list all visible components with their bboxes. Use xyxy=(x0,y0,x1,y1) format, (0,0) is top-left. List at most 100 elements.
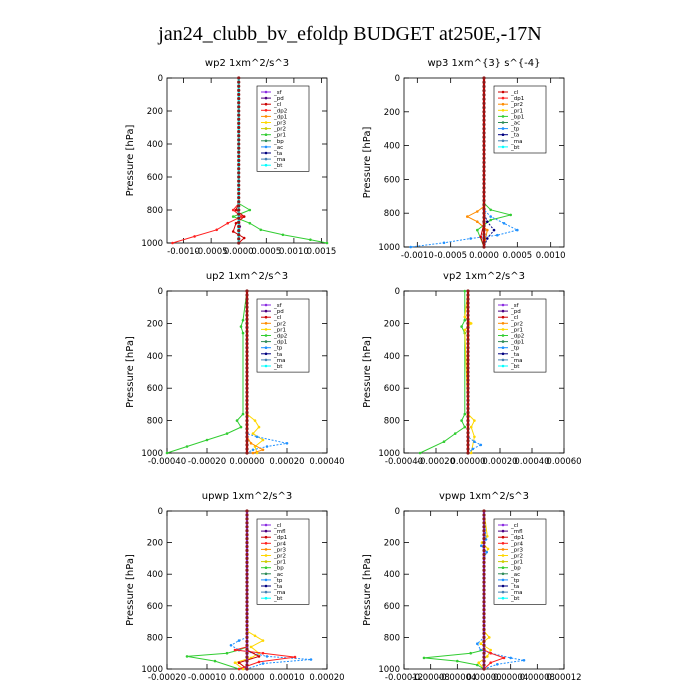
series-point xyxy=(261,651,265,655)
zero-profile-point xyxy=(237,171,241,175)
zero-profile-point xyxy=(245,568,249,572)
legend-label: _ma xyxy=(510,358,522,364)
legend-marker xyxy=(501,346,505,350)
zero-profile-point xyxy=(245,333,249,338)
y-tick-label: 600 xyxy=(147,602,163,612)
zero-profile-point xyxy=(482,651,486,655)
series-point xyxy=(476,663,479,667)
series-point xyxy=(522,659,526,662)
zero-profile-point xyxy=(482,76,486,80)
zero-profile-point xyxy=(237,121,241,125)
zero-profile-point xyxy=(482,509,486,513)
zero-profile-point xyxy=(482,139,486,143)
legend-label: _pr2 xyxy=(273,127,286,133)
legend-label: _ac xyxy=(510,121,520,127)
legend-marker xyxy=(501,309,505,313)
series-point xyxy=(257,660,261,664)
legend-label: _pd xyxy=(510,309,521,315)
legend-marker xyxy=(501,364,505,368)
series-line xyxy=(423,511,485,670)
zero-profile-point xyxy=(482,203,486,207)
zero-profile-point xyxy=(245,663,249,667)
x-tick-label: -0.00020 xyxy=(417,457,455,467)
zero-profile-point xyxy=(245,378,249,382)
legend-marker xyxy=(264,139,268,143)
legend-marker xyxy=(501,596,505,600)
y-tick-label: 800 xyxy=(147,417,163,427)
series-point xyxy=(477,661,481,664)
x-tick-label: -0.0005 xyxy=(434,251,467,261)
x-tick-label: -0.00010 xyxy=(188,673,226,683)
zero-profile-point xyxy=(237,191,241,196)
series-point xyxy=(476,642,479,645)
zero-profile-point xyxy=(245,655,249,659)
zero-profile-point xyxy=(482,521,486,525)
zero-profile-point xyxy=(237,196,241,200)
zero-profile-point xyxy=(482,105,486,110)
legend-marker xyxy=(501,303,505,307)
legend-marker xyxy=(264,157,268,161)
legend-marker xyxy=(501,352,505,356)
zero-profile-point xyxy=(245,564,249,568)
x-tick-label: -0.0010 xyxy=(167,247,200,257)
y-tick-label: 600 xyxy=(384,175,400,185)
legend-marker xyxy=(264,315,268,319)
series-point xyxy=(476,220,479,223)
legend-marker xyxy=(264,572,268,576)
zero-profile-point xyxy=(482,552,486,557)
zero-profile-point xyxy=(245,313,249,317)
legend-marker xyxy=(264,328,268,331)
legend-marker xyxy=(501,322,505,325)
legend-label: _ta xyxy=(510,133,519,139)
legend-label: _ac xyxy=(510,572,520,578)
zero-profile-point xyxy=(482,639,486,643)
series-point xyxy=(234,221,238,225)
x-tick-label: 0.00000 xyxy=(229,673,264,683)
x-tick-label: -0.00020 xyxy=(188,457,226,467)
legend-label: _cl xyxy=(510,315,519,321)
zero-profile-point xyxy=(482,84,486,89)
zero-profile-point xyxy=(237,158,241,163)
panel-3: vp2 1xm^2/s^3 Pressure [hPa] 0 200 400 600 800… xyxy=(362,271,582,467)
legend-marker xyxy=(501,529,505,533)
x-tick-label: 0.0000 xyxy=(469,251,499,261)
series-point xyxy=(509,656,512,660)
zero-profile-point xyxy=(482,588,486,592)
y-tick-label: 200 xyxy=(147,539,163,549)
series-point xyxy=(240,215,243,218)
zero-profile-point xyxy=(482,215,486,220)
legend-marker xyxy=(264,578,268,582)
legend-marker xyxy=(264,115,268,118)
zero-profile-point xyxy=(482,537,486,541)
legend-label: _pr4 xyxy=(273,541,287,547)
zero-profile-point xyxy=(245,576,249,580)
y-tick-label: 800 xyxy=(384,633,400,643)
zero-profile-point xyxy=(482,131,486,135)
legend-label: _pr1 xyxy=(510,327,523,333)
y-tick-label: 1000 xyxy=(141,665,163,675)
series-point xyxy=(442,241,446,245)
zero-profile-point xyxy=(482,241,486,245)
legend-label: _pr2 xyxy=(510,554,523,560)
zero-profile-point xyxy=(245,382,249,386)
legend-label: _ta xyxy=(273,151,282,157)
zero-profile-point xyxy=(482,194,486,198)
zero-profile-point xyxy=(237,117,241,121)
y-axis-label: Pressure [hPa] xyxy=(125,554,136,626)
legend-marker xyxy=(501,578,505,582)
legend-marker xyxy=(501,102,505,106)
legend-marker xyxy=(264,523,268,527)
legend-label: _ac xyxy=(273,145,283,151)
y-tick-label: 0 xyxy=(158,74,163,84)
legend-label: _dp1 xyxy=(510,340,524,346)
panel-1: wp3 1xm^{3} s^{-4} Pressure [hPa] 0 200 400 6… xyxy=(362,58,566,261)
series-line xyxy=(410,78,519,248)
zero-profile-point xyxy=(245,616,249,620)
zero-profile-point xyxy=(245,548,249,553)
zero-profile-point xyxy=(482,525,486,529)
legend-label: _cl xyxy=(273,315,282,321)
zero-profile-point xyxy=(245,346,249,350)
zero-profile-point xyxy=(466,301,470,305)
series-point xyxy=(485,550,489,554)
series-point xyxy=(473,419,476,422)
